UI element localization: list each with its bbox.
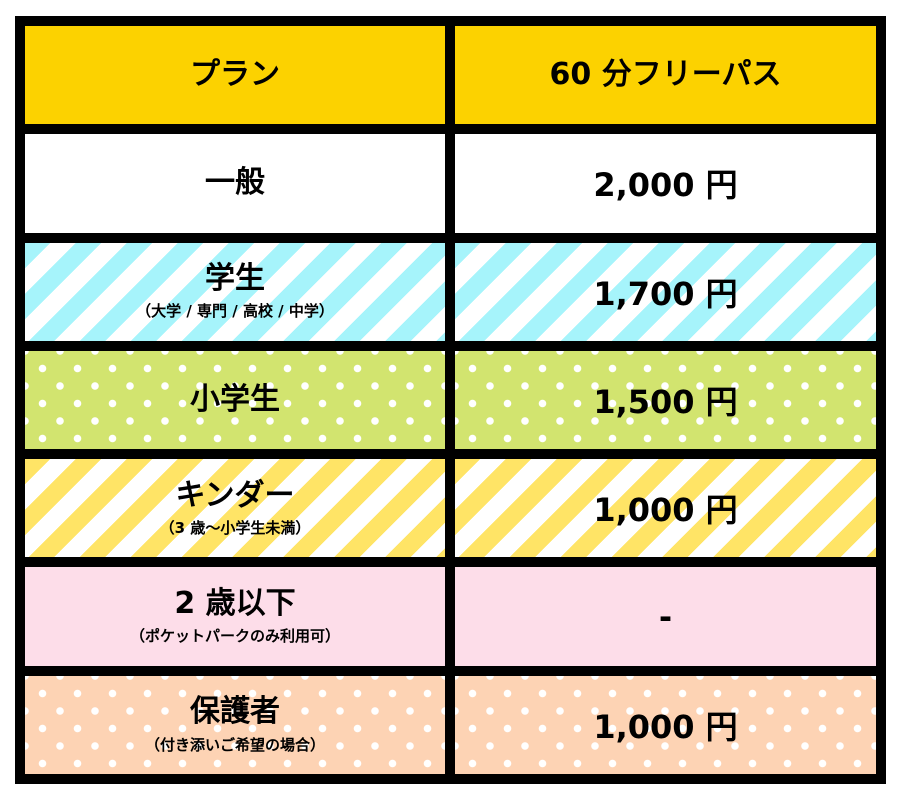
- plan-name: 小学生: [190, 381, 280, 417]
- price-cell-elementary: 1,500 円: [455, 350, 876, 450]
- plan-note: （ポケットパークのみ利用可）: [129, 627, 340, 646]
- price-cell-general: 2,000 円: [455, 134, 876, 233]
- price-value: -: [658, 597, 673, 636]
- price-value: 1,000 円: [593, 491, 738, 530]
- plan-cell-student: 学生 （大学 / 専門 / 高校 / 中学）: [25, 242, 445, 341]
- price-cell-kinder: 1,000 円: [455, 459, 876, 558]
- plan-cell-kinder: キンダー （3 歳～小学生未満）: [25, 459, 445, 558]
- price-value: 2,000 円: [593, 166, 738, 205]
- plan-note: （大学 / 専門 / 高校 / 中学）: [136, 302, 334, 321]
- price-cell-student: 1,700 円: [455, 242, 876, 341]
- plan-name: 2 歳以下: [174, 585, 296, 621]
- price-value: 1,000 円: [593, 707, 738, 746]
- price-cell-under2: -: [455, 567, 876, 666]
- plan-cell-general: 一般: [25, 134, 445, 233]
- plan-cell-under2: 2 歳以下 （ポケットパークのみ利用可）: [25, 567, 445, 666]
- plan-name: キンダー: [175, 477, 295, 513]
- plan-name: 保護者: [190, 694, 280, 730]
- header-plan-label: プラン: [190, 56, 280, 92]
- plan-note: （付き添いご希望の場合）: [144, 735, 325, 754]
- plan-name: 学生: [205, 260, 265, 296]
- price-value: 1,700 円: [593, 274, 738, 313]
- header-plan: プラン: [25, 26, 445, 125]
- plan-cell-elementary: 小学生: [25, 350, 445, 450]
- plan-cell-guardian: 保護者 （付き添いご希望の場合）: [25, 675, 445, 774]
- price-cell-guardian: 1,000 円: [455, 675, 876, 774]
- header-pass-label: 60 分フリーパス: [549, 56, 782, 92]
- plan-name: 一般: [205, 165, 265, 201]
- price-value: 1,500 円: [593, 382, 738, 421]
- header-pass: 60 分フリーパス: [455, 26, 876, 125]
- plan-note: （3 歳～小学生未満）: [159, 519, 311, 538]
- price-table: プラン 60 分フリーパス 一般 2,000 円 学生 （大学 / 専門 / 高校…: [15, 16, 886, 784]
